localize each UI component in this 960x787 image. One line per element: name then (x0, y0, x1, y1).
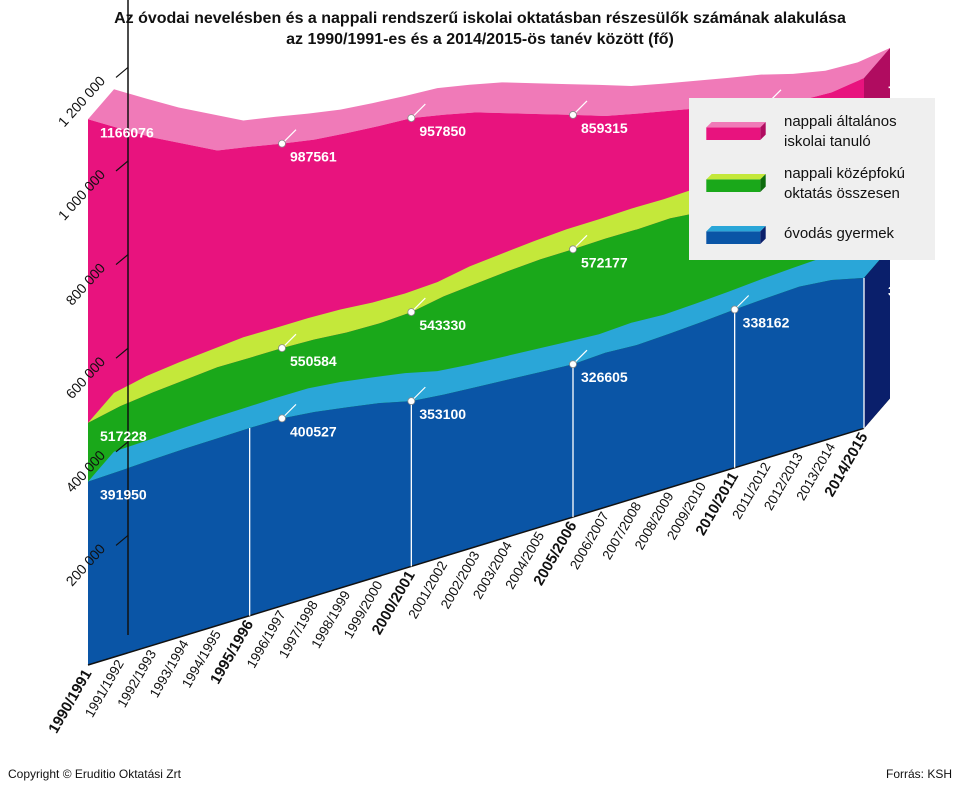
label-dot (569, 111, 577, 119)
label-dot (569, 245, 577, 254)
y-tick-mark (115, 160, 129, 172)
chart-areas (88, 48, 890, 665)
copyright-text: Copyright © Eruditio Oktatási Zrt (8, 767, 181, 781)
area-kindergarten-front (88, 277, 864, 665)
legend-label-primary: nappali általános iskolai tanuló (784, 112, 934, 152)
y-tick-mark (115, 534, 129, 546)
data-label: 517228 (100, 428, 147, 444)
x-tick-label: 1997/1998 (276, 598, 321, 661)
x-tick-label: 1991/1992 (82, 657, 127, 720)
x-tick-label: 1998/1999 (308, 588, 353, 651)
legend-label-secondary-line-2: oktatás összesen (784, 185, 900, 202)
data-label: 391950 (100, 487, 147, 503)
data-label: 987561 (290, 149, 337, 165)
label-dot (278, 344, 286, 353)
legend-swatch-kindergarten (706, 226, 766, 244)
x-tick-label: 2001/2002 (405, 559, 450, 622)
x-tick-label: 2012/2013 (761, 450, 806, 513)
data-label: 400527 (290, 423, 337, 439)
label-dot (407, 308, 416, 317)
label-dot (278, 414, 286, 423)
legend-item-primary: nappali általános iskolai tanuló (689, 112, 935, 152)
y-tick-mark (115, 441, 129, 453)
x-tick-label: 2007/2008 (599, 499, 644, 562)
data-label: 543330 (419, 317, 466, 333)
chart-title-line-1: Az óvodai nevelésben és a nappali rendsz… (114, 10, 846, 27)
data-label: 748486 (888, 83, 935, 99)
data-label: 957850 (419, 123, 466, 139)
label-dot (730, 305, 739, 314)
chart-legend: nappali általános iskolai tanuló nappali… (689, 98, 935, 260)
x-tick-label: 2002/2003 (438, 549, 483, 612)
x-tick-label: 2011/2012 (729, 460, 773, 522)
y-tick-mark (115, 254, 129, 266)
legend-item-kindergarten: óvodás gyermek (689, 222, 935, 262)
legend-item-secondary: nappali középfokú oktatás összesen (689, 164, 935, 204)
area-kindergarten-side (864, 247, 890, 429)
chart-title: Az óvodai nevelésben és a nappali rendsz… (0, 8, 960, 50)
data-label: 1166076 (100, 124, 154, 140)
data-label: 859315 (581, 120, 628, 136)
label-dot (407, 397, 416, 406)
data-label: 550584 (290, 353, 337, 369)
area-kindergarten-top (88, 247, 890, 482)
legend-swatch-secondary (706, 174, 766, 192)
y-tick-mark (115, 66, 129, 78)
area-primary-top (88, 48, 890, 151)
x-tick-label: 2014/2015 (821, 430, 871, 500)
label-dot (407, 114, 416, 123)
legend-label-primary-line-2: iskolai tanuló (784, 133, 871, 150)
legend-label-secondary-line-1: nappali középfokú (784, 165, 905, 182)
data-label: 338162 (743, 315, 790, 331)
data-label: 326605 (581, 369, 628, 385)
legend-swatch-primary (706, 122, 766, 140)
legend-label-kindergarten: óvodás gyermek (784, 225, 895, 242)
label-dot (278, 139, 286, 148)
data-label: 353100 (419, 406, 466, 422)
legend-label-secondary: nappali középfokú oktatás összesen (784, 164, 934, 204)
x-tick-label: 1993/1994 (147, 637, 192, 700)
source-text: Forrás: KSH (885, 767, 952, 781)
x-tick-label: 2003/2004 (470, 538, 515, 601)
x-tick-label: 1996/1997 (244, 608, 289, 671)
y-tick-mark (115, 347, 129, 359)
x-tick-label: 2006/2007 (567, 509, 612, 572)
legend-label-primary-line-1: nappali általános (784, 113, 897, 130)
data-label: 572177 (581, 254, 628, 270)
label-dot (569, 360, 577, 369)
data-label: 321489 (888, 283, 935, 299)
x-tick-label: 2008/2009 (632, 489, 677, 552)
x-tick-label: 1992/1993 (114, 647, 159, 710)
chart-title-line-2: az 1990/1991-es és a 2014/2015-ös tanév … (286, 31, 674, 48)
